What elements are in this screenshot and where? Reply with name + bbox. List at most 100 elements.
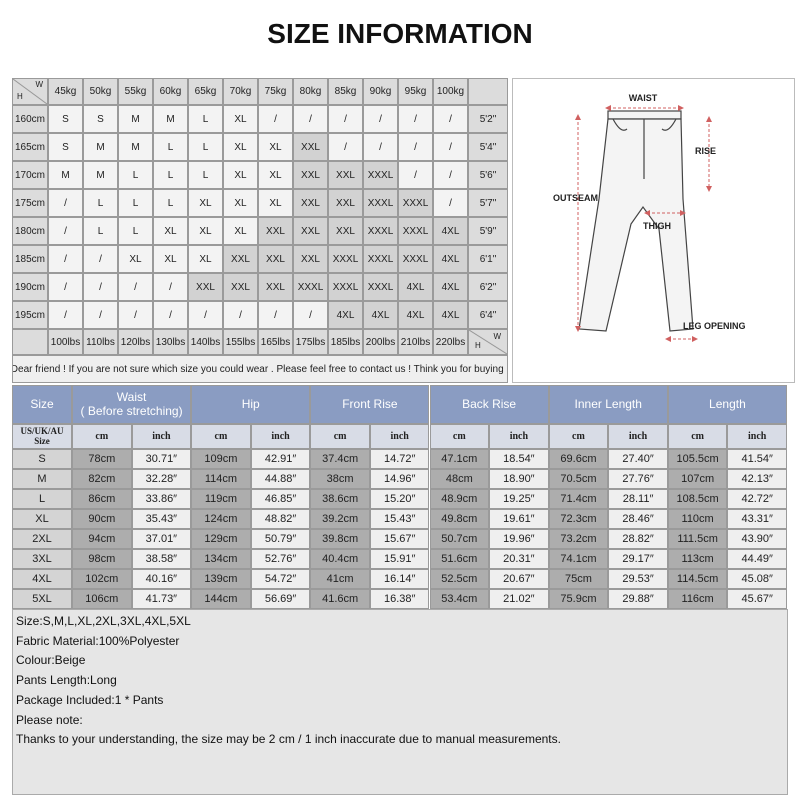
corner-h: H xyxy=(475,341,481,351)
weight-header: 65kg xyxy=(188,78,223,105)
size-cell: M xyxy=(118,105,153,133)
inch-value: 15.20″ xyxy=(369,489,430,509)
unit-header: inch xyxy=(250,424,311,449)
inch-value: 40.16″ xyxy=(131,569,192,589)
size-cell: XXXL xyxy=(363,245,398,273)
inch-value: 52.76″ xyxy=(250,549,311,569)
leg-opening-label: LEG OPENING xyxy=(683,321,746,331)
cm-value: 109cm xyxy=(191,449,251,469)
size-cell: 4XL xyxy=(398,273,433,301)
cm-value: 75.9cm xyxy=(548,589,609,609)
unit-header: inch xyxy=(727,424,787,449)
inch-value: 41.73″ xyxy=(131,589,192,609)
size-cell: / xyxy=(83,273,118,301)
cm-value: 134cm xyxy=(191,549,251,569)
size-cell: XL xyxy=(223,161,258,189)
size-label-line: Size xyxy=(34,435,50,446)
size-cell: 4XL xyxy=(328,301,363,329)
cm-value: 105.5cm xyxy=(667,449,728,469)
size-cell: XXL xyxy=(293,189,328,217)
inch-value: 43.90″ xyxy=(727,529,787,549)
height-label: 185cm xyxy=(12,245,48,273)
corner-h: H xyxy=(17,92,23,102)
inch-value: 19.25″ xyxy=(489,489,549,509)
size-cell: L xyxy=(188,105,223,133)
size-cell: XL xyxy=(188,189,223,217)
size-cell: XXXL xyxy=(398,245,433,273)
size-cell: XL xyxy=(188,245,223,273)
size-cell: XL xyxy=(188,217,223,245)
lbs-label: 175lbs xyxy=(293,329,328,355)
cm-value: 41cm xyxy=(310,569,370,589)
cm-value: 98cm xyxy=(72,549,132,569)
cm-value: 48.9cm xyxy=(429,489,490,509)
size-label: US/UK/AU Size xyxy=(12,424,72,449)
cm-value: 39.8cm xyxy=(310,529,370,549)
column-header: Front Rise xyxy=(310,385,430,424)
size-cell: XXL xyxy=(293,245,328,273)
size-cell: XXL xyxy=(328,161,363,189)
inch-value: 54.72″ xyxy=(250,569,311,589)
column-header: Back Rise xyxy=(429,385,549,424)
size-cell: XXXL xyxy=(328,245,363,273)
column-header-name: Length xyxy=(709,396,746,411)
size-cell: / xyxy=(48,273,83,301)
size-cell: XXXL xyxy=(363,189,398,217)
size-name: L xyxy=(12,489,72,509)
size-cell: M xyxy=(83,161,118,189)
cm-value: 39.2cm xyxy=(310,509,370,529)
cm-value: 37.4cm xyxy=(310,449,370,469)
inch-label: 5'6" xyxy=(468,161,508,189)
inch-value: 37.01″ xyxy=(131,529,192,549)
size-cell: XL xyxy=(118,245,153,273)
size-cell: / xyxy=(48,301,83,329)
size-cell: XXXL xyxy=(363,273,398,301)
weight-header: 60kg xyxy=(153,78,188,105)
size-cell: XXL xyxy=(328,217,363,245)
lbs-label: 155lbs xyxy=(223,329,258,355)
inch-value: 19.96″ xyxy=(489,529,549,549)
lbs-label: 140lbs xyxy=(188,329,223,355)
size-cell: L xyxy=(83,189,118,217)
weight-header: 70kg xyxy=(223,78,258,105)
cm-value: 129cm xyxy=(191,529,251,549)
inch-value: 29.53″ xyxy=(608,569,668,589)
inch-value: 33.86″ xyxy=(131,489,192,509)
height-label: 175cm xyxy=(12,189,48,217)
size-cell: XXXL xyxy=(363,217,398,245)
weight-header: 90kg xyxy=(363,78,398,105)
size-cell: / xyxy=(328,133,363,161)
size-cell: / xyxy=(258,105,293,133)
unit-header: cm xyxy=(310,424,370,449)
cm-value: 106cm xyxy=(72,589,132,609)
inch-value: 20.31″ xyxy=(489,549,549,569)
cm-value: 38.6cm xyxy=(310,489,370,509)
inch-value: 42.91″ xyxy=(250,449,311,469)
lbs-label: 210lbs xyxy=(398,329,433,355)
cm-value: 40.4cm xyxy=(310,549,370,569)
cm-value: 102cm xyxy=(72,569,132,589)
size-cell: S xyxy=(48,105,83,133)
waist-label: WAIST xyxy=(629,93,658,103)
pants-outline xyxy=(578,110,694,332)
inch-value: 56.69″ xyxy=(250,589,311,609)
corner-w: W xyxy=(35,80,43,89)
height-label: 165cm xyxy=(12,133,48,161)
inch-value: 30.71″ xyxy=(131,449,192,469)
lbs-label: 120lbs xyxy=(118,329,153,355)
inch-label: 5'4" xyxy=(468,133,508,161)
height-label: 160cm xyxy=(12,105,48,133)
unit-header: inch xyxy=(608,424,668,449)
size-cell: / xyxy=(363,105,398,133)
unit-header: cm xyxy=(667,424,728,449)
size-cell: / xyxy=(153,301,188,329)
inch-label: 6'2" xyxy=(468,273,508,301)
lbs-label: 220lbs xyxy=(433,329,468,355)
cm-value: 78cm xyxy=(72,449,132,469)
size-name: S xyxy=(12,449,72,469)
cm-value: 144cm xyxy=(191,589,251,609)
size-cell: XXL xyxy=(328,189,363,217)
cm-value: 94cm xyxy=(72,529,132,549)
inch-value: 35.43″ xyxy=(131,509,192,529)
